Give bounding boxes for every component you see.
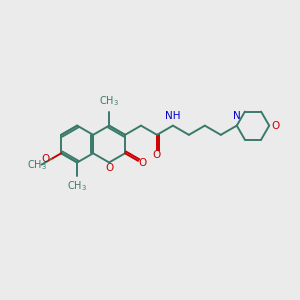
Text: CH$_3$: CH$_3$ <box>99 95 119 109</box>
Text: CH$_3$: CH$_3$ <box>67 180 87 194</box>
Text: O: O <box>271 121 279 130</box>
Text: O: O <box>139 158 147 169</box>
Text: O: O <box>153 150 161 160</box>
Text: O: O <box>42 154 50 164</box>
Text: O: O <box>105 163 113 173</box>
Text: CH$_3$: CH$_3$ <box>27 158 47 172</box>
Text: N: N <box>233 111 241 121</box>
Text: NH: NH <box>165 111 181 121</box>
